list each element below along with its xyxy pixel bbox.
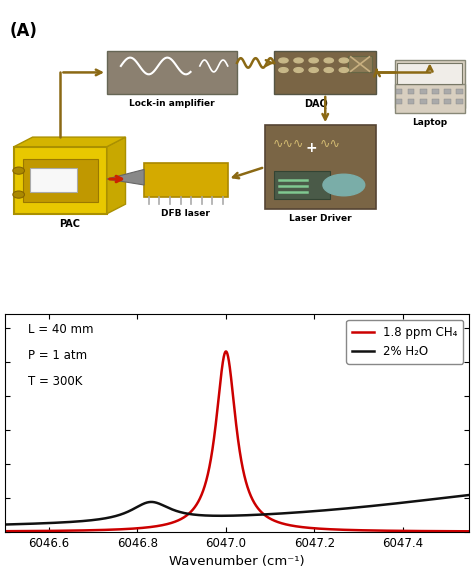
- Bar: [30, 168, 77, 192]
- Circle shape: [339, 58, 348, 63]
- Text: ∿∿∿: ∿∿∿: [273, 138, 304, 151]
- Bar: [265, 125, 376, 209]
- 1.8 ppm CH₄: [223, 348, 229, 355]
- Bar: [396, 99, 402, 103]
- Circle shape: [324, 68, 333, 72]
- Circle shape: [324, 58, 333, 63]
- Bar: [432, 89, 438, 94]
- Bar: [144, 164, 228, 197]
- Line: 2% H₂O: 2% H₂O: [5, 495, 469, 524]
- Circle shape: [339, 68, 348, 72]
- Bar: [444, 89, 451, 94]
- Circle shape: [323, 174, 365, 196]
- Bar: [397, 63, 462, 84]
- Circle shape: [279, 68, 288, 72]
- Circle shape: [294, 68, 303, 72]
- Bar: [396, 89, 402, 94]
- Polygon shape: [107, 169, 144, 185]
- Bar: [408, 89, 414, 94]
- Line: 1.8 ppm CH₄: 1.8 ppm CH₄: [5, 351, 469, 531]
- Text: +: +: [306, 141, 317, 155]
- Bar: [420, 89, 427, 94]
- Circle shape: [279, 58, 288, 63]
- 2% H₂O: [200, 512, 206, 519]
- Ellipse shape: [13, 191, 25, 198]
- 2% H₂O: [180, 509, 186, 516]
- Text: DAQ: DAQ: [304, 99, 328, 109]
- Bar: [107, 51, 237, 94]
- Bar: [14, 147, 107, 214]
- Bar: [274, 171, 330, 199]
- Bar: [395, 61, 465, 108]
- Bar: [395, 84, 465, 113]
- X-axis label: Wavenumber (cm⁻¹): Wavenumber (cm⁻¹): [169, 555, 305, 568]
- Text: Laptop: Laptop: [412, 118, 447, 127]
- Text: T = 300K: T = 300K: [28, 375, 82, 388]
- Circle shape: [309, 68, 319, 72]
- Polygon shape: [107, 137, 126, 214]
- 1.8 ppm CH₄: [200, 488, 206, 495]
- 1.8 ppm CH₄: [466, 528, 472, 535]
- Polygon shape: [14, 137, 126, 147]
- Bar: [444, 99, 451, 103]
- 2% H₂O: [55, 519, 61, 526]
- 2% H₂O: [466, 491, 472, 498]
- Bar: [274, 51, 376, 94]
- Bar: [408, 99, 414, 103]
- Text: ∿∿: ∿∿: [319, 138, 340, 151]
- Bar: [23, 158, 98, 202]
- 2% H₂O: [82, 517, 88, 524]
- Circle shape: [309, 58, 319, 63]
- Bar: [456, 89, 463, 94]
- Bar: [432, 99, 438, 103]
- 1.8 ppm CH₄: [55, 527, 61, 534]
- Text: (A): (A): [9, 22, 37, 40]
- Text: DFB laser: DFB laser: [162, 209, 210, 218]
- 1.8 ppm CH₄: [457, 528, 463, 535]
- Legend: 1.8 ppm CH₄, 2% H₂O: 1.8 ppm CH₄, 2% H₂O: [346, 320, 464, 364]
- Bar: [420, 99, 427, 103]
- 1.8 ppm CH₄: [407, 528, 413, 535]
- Circle shape: [294, 58, 303, 63]
- 2% H₂O: [457, 492, 463, 499]
- 2% H₂O: [2, 521, 8, 528]
- Text: Lock-in amplifier: Lock-in amplifier: [129, 99, 215, 108]
- 1.8 ppm CH₄: [2, 528, 8, 535]
- 1.8 ppm CH₄: [180, 514, 186, 521]
- Ellipse shape: [13, 167, 25, 174]
- Text: PAC: PAC: [59, 218, 80, 228]
- Text: Laser Driver: Laser Driver: [289, 214, 352, 223]
- Text: L = 40 mm: L = 40 mm: [28, 323, 93, 336]
- 1.8 ppm CH₄: [82, 527, 88, 534]
- Bar: [348, 55, 372, 72]
- Text: P = 1 atm: P = 1 atm: [28, 349, 87, 362]
- 2% H₂O: [407, 498, 413, 505]
- Bar: [456, 99, 463, 103]
